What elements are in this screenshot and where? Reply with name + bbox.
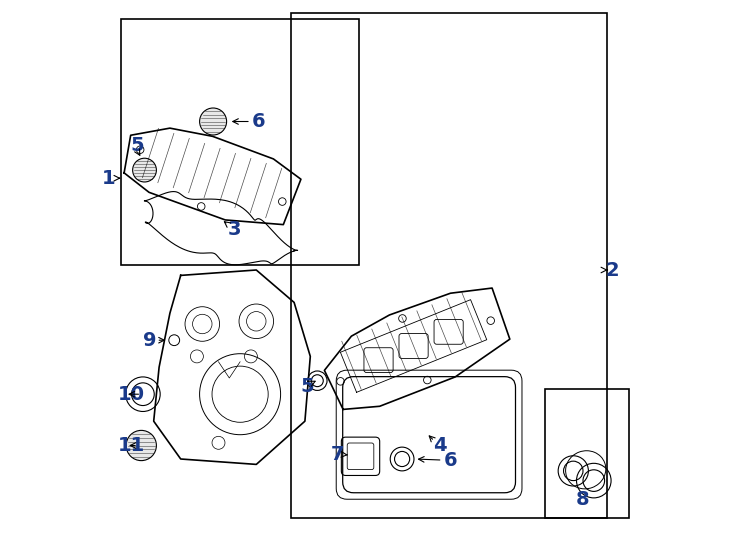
Text: 5: 5: [131, 136, 145, 156]
Text: 5: 5: [301, 376, 314, 396]
Text: 11: 11: [117, 436, 145, 455]
Text: 8: 8: [576, 490, 590, 509]
Text: 1: 1: [102, 168, 116, 188]
Text: 6: 6: [444, 450, 457, 470]
Text: 7: 7: [330, 445, 344, 464]
Text: 10: 10: [117, 384, 145, 404]
Circle shape: [126, 430, 156, 461]
Circle shape: [200, 108, 227, 135]
Text: 6: 6: [252, 112, 266, 131]
Bar: [545, 389, 629, 518]
Text: 3: 3: [228, 220, 241, 239]
Bar: [121, 19, 359, 265]
Text: 2: 2: [606, 260, 619, 280]
Text: 9: 9: [142, 330, 156, 350]
Text: 4: 4: [433, 436, 447, 455]
Circle shape: [133, 158, 156, 182]
Bar: [291, 14, 607, 518]
